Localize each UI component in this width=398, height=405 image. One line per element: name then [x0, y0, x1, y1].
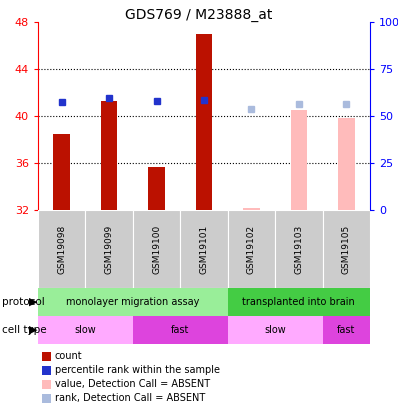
Text: fast: fast — [171, 325, 189, 335]
Text: cell type: cell type — [2, 325, 47, 335]
Bar — [148, 166, 165, 210]
Bar — [53, 134, 70, 210]
Bar — [38, 316, 133, 344]
Text: GSM19102: GSM19102 — [247, 224, 256, 273]
Bar — [338, 118, 355, 210]
Text: GSM19098: GSM19098 — [57, 224, 66, 274]
Text: percentile rank within the sample: percentile rank within the sample — [55, 365, 220, 375]
Text: GSM19100: GSM19100 — [152, 224, 161, 274]
Text: monolayer migration assay: monolayer migration assay — [66, 297, 199, 307]
Bar — [133, 210, 180, 288]
Text: slow: slow — [264, 325, 286, 335]
Bar — [38, 210, 86, 288]
Bar — [86, 210, 133, 288]
Bar — [38, 288, 228, 316]
Text: GSM19105: GSM19105 — [342, 224, 351, 274]
Text: protocol: protocol — [2, 297, 45, 307]
Bar — [275, 210, 322, 288]
Text: GSM19103: GSM19103 — [295, 224, 303, 274]
Bar — [322, 316, 370, 344]
Text: count: count — [55, 351, 83, 361]
Bar — [180, 210, 228, 288]
Text: ▶: ▶ — [29, 297, 37, 307]
Bar — [322, 210, 370, 288]
Text: value, Detection Call = ABSENT: value, Detection Call = ABSENT — [55, 379, 210, 389]
Bar — [291, 110, 307, 210]
Bar — [228, 210, 275, 288]
Bar — [133, 316, 228, 344]
Text: GSM19101: GSM19101 — [199, 224, 209, 274]
Text: transplanted into brain: transplanted into brain — [242, 297, 355, 307]
Bar — [101, 101, 117, 210]
Bar — [243, 208, 260, 210]
Text: rank, Detection Call = ABSENT: rank, Detection Call = ABSENT — [55, 393, 205, 403]
Text: slow: slow — [74, 325, 96, 335]
Text: GDS769 / M23888_at: GDS769 / M23888_at — [125, 8, 273, 22]
Bar — [228, 288, 370, 316]
Text: ▶: ▶ — [29, 325, 37, 335]
Text: fast: fast — [337, 325, 355, 335]
Bar — [228, 316, 322, 344]
Text: GSM19099: GSM19099 — [105, 224, 114, 274]
Bar — [196, 34, 212, 210]
